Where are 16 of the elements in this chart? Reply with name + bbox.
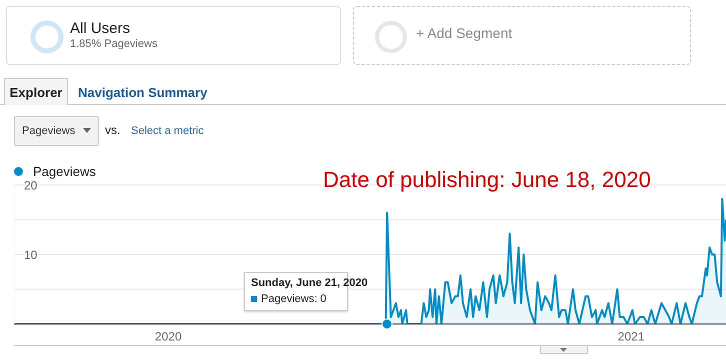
x-tick-label: 2021 bbox=[618, 330, 645, 344]
legend-label: Pageviews bbox=[33, 164, 96, 179]
text: + Add Segment bbox=[416, 25, 512, 41]
text: 1.85% Pageviews bbox=[70, 38, 158, 50]
text: Explorer bbox=[4, 78, 68, 105]
text: vs. bbox=[105, 123, 120, 137]
text: Select a metric bbox=[131, 125, 204, 137]
chart-title: Date of publishing: June 18, 2020 bbox=[323, 167, 651, 193]
x-tick-label: 2020 bbox=[154, 330, 182, 344]
text: All Users bbox=[70, 20, 130, 37]
y-tick-label: 10 bbox=[24, 248, 38, 262]
text: Pageviews bbox=[14, 116, 99, 146]
y-tick-label: 20 bbox=[24, 178, 38, 192]
text: Navigation Summary bbox=[78, 85, 208, 100]
annotation: Pageviews: 0 bbox=[261, 293, 326, 305]
annotation: Sunday, June 21, 2020 bbox=[251, 277, 368, 289]
